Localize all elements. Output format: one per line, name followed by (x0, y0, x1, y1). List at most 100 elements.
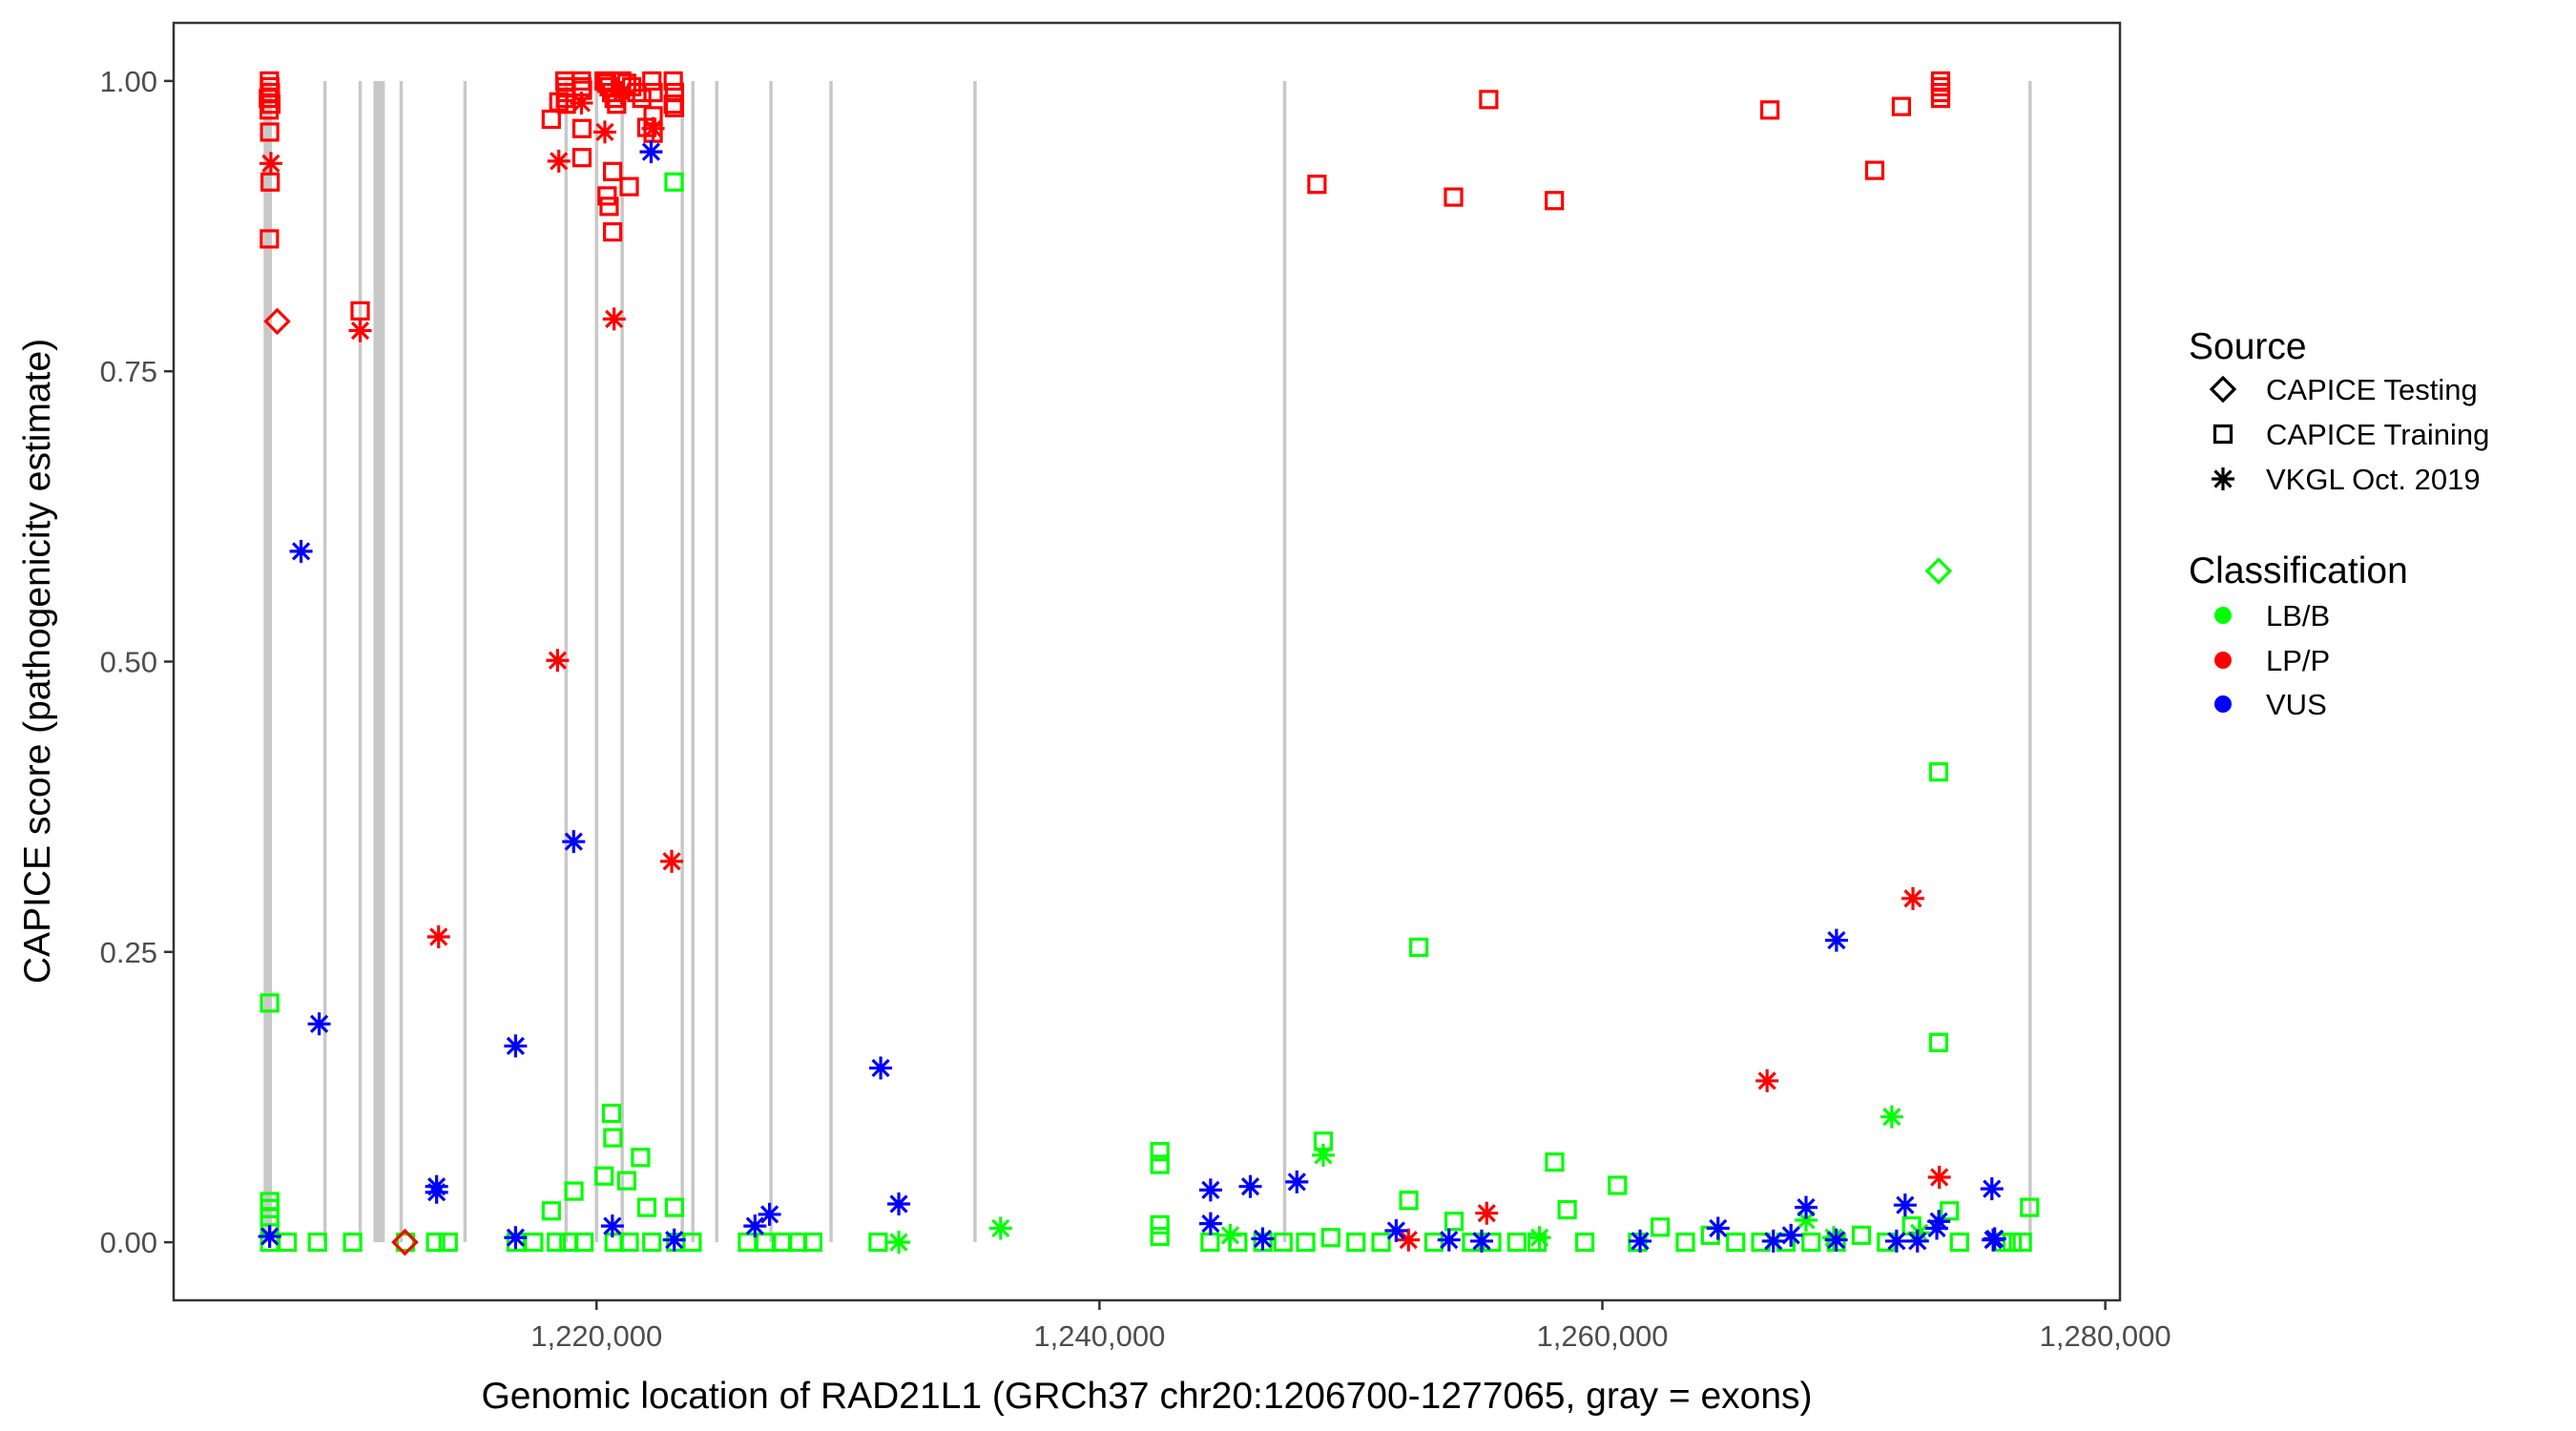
data-point (1444, 187, 1464, 207)
exon-band (463, 80, 467, 1243)
data-point (391, 1228, 419, 1256)
data-point (1273, 1233, 1293, 1253)
data-point (260, 94, 281, 114)
exon-band (691, 80, 695, 1243)
data-point (622, 76, 642, 97)
data-point (2020, 1197, 2040, 1217)
data-point (1608, 1175, 1628, 1195)
legend-item-capice-training: CAPICE Training (2212, 418, 2489, 451)
data-point (1545, 191, 1565, 211)
data-point (1198, 1212, 1222, 1235)
data-point (2003, 1233, 2023, 1253)
data-point (1399, 1191, 1419, 1211)
legend-key-glyph (2212, 467, 2234, 490)
data-point (743, 1214, 767, 1238)
legend-item-vkgl: VKGL Oct. 2019 (2212, 463, 2481, 496)
data-point (1779, 1223, 1803, 1247)
x-tick-label: 1,220,000 (530, 1319, 662, 1353)
data-point (1651, 1217, 1671, 1237)
data-point (1755, 1068, 1779, 1092)
legend-label: LP/P (2266, 644, 2330, 677)
diamond-icon (2209, 375, 2237, 404)
data-point (504, 1034, 528, 1058)
data-point (662, 1228, 686, 1252)
data-point (1924, 557, 1953, 585)
legend-item-capice-testing: CAPICE Testing (2209, 373, 2478, 406)
exon-band (829, 80, 833, 1243)
data-point (1311, 1143, 1335, 1167)
data-point (1397, 1228, 1421, 1252)
data-point (758, 1202, 781, 1226)
data-point (1940, 1201, 1960, 1221)
data-point (504, 1226, 528, 1250)
exon-band (2028, 80, 2032, 1243)
data-point (1198, 1178, 1222, 1202)
data-point (664, 97, 685, 117)
data-point (682, 1233, 702, 1253)
data-point (1506, 1233, 1527, 1253)
y-tick-label: 0.50 (100, 646, 157, 679)
square-icon (2212, 424, 2233, 445)
series-lp-p-training (259, 71, 1951, 321)
series-vus-vkgl (258, 140, 2006, 1253)
data-point (1545, 1152, 1565, 1172)
series-lp-p-testing (263, 307, 419, 1256)
data-point (1444, 1212, 1465, 1232)
data-point (2012, 1233, 2032, 1253)
data-point (259, 89, 279, 109)
data-point (1891, 96, 1911, 116)
data-point (988, 1216, 1012, 1240)
data-point (1706, 1216, 1730, 1240)
data-point (603, 1128, 623, 1148)
data-point (1884, 1229, 1908, 1253)
data-point (1927, 1210, 1951, 1234)
data-point (1574, 1233, 1595, 1253)
exon-band (769, 80, 773, 1243)
data-point (602, 307, 626, 331)
data-point (1726, 1233, 1746, 1253)
data-point (426, 1233, 446, 1253)
data-point (1475, 1201, 1499, 1225)
data-point (260, 122, 280, 142)
data-point (664, 1197, 685, 1217)
data-points (258, 71, 2040, 1256)
legend-item-lp-p: LP/P (2214, 644, 2330, 677)
data-point (1423, 1233, 1444, 1253)
data-point (564, 1181, 584, 1201)
data-point (1527, 1233, 1548, 1253)
x-tick-label: 1,240,000 (1033, 1319, 1165, 1353)
data-point (1251, 1227, 1275, 1251)
data-point (1759, 100, 1780, 120)
data-point (350, 301, 370, 321)
data-point (603, 161, 623, 181)
data-point (603, 222, 623, 242)
x-tick-label: 1,280,000 (2040, 1319, 2171, 1353)
data-point (1675, 1233, 1695, 1253)
legend-label: CAPICE Training (2266, 418, 2489, 451)
data-point (524, 1233, 544, 1253)
data-point (887, 1231, 911, 1255)
x-axis-title: Genomic location of RAD21L1 (GRCh37 chr2… (481, 1376, 1812, 1417)
data-point (1371, 1233, 1391, 1253)
legend-label: VUS (2266, 688, 2327, 721)
data-point (619, 1233, 639, 1253)
data-point (260, 229, 280, 249)
data-point (642, 71, 662, 91)
data-point (289, 539, 313, 563)
data-point (1905, 1229, 1929, 1253)
data-point (1794, 1209, 1818, 1233)
legend-label: VKGL Oct. 2019 (2266, 463, 2481, 496)
y-tick-label: 0.25 (100, 936, 157, 969)
data-point (599, 197, 619, 217)
asterisk-icon (2212, 467, 2234, 490)
data-point (597, 186, 617, 206)
data-point (571, 118, 592, 138)
data-point (600, 1214, 624, 1238)
data-point (562, 830, 586, 854)
data-point (1930, 89, 1951, 109)
exon-band (358, 80, 363, 1243)
exon-band (322, 80, 327, 1243)
data-point (571, 148, 592, 168)
data-point (1150, 1214, 1170, 1234)
